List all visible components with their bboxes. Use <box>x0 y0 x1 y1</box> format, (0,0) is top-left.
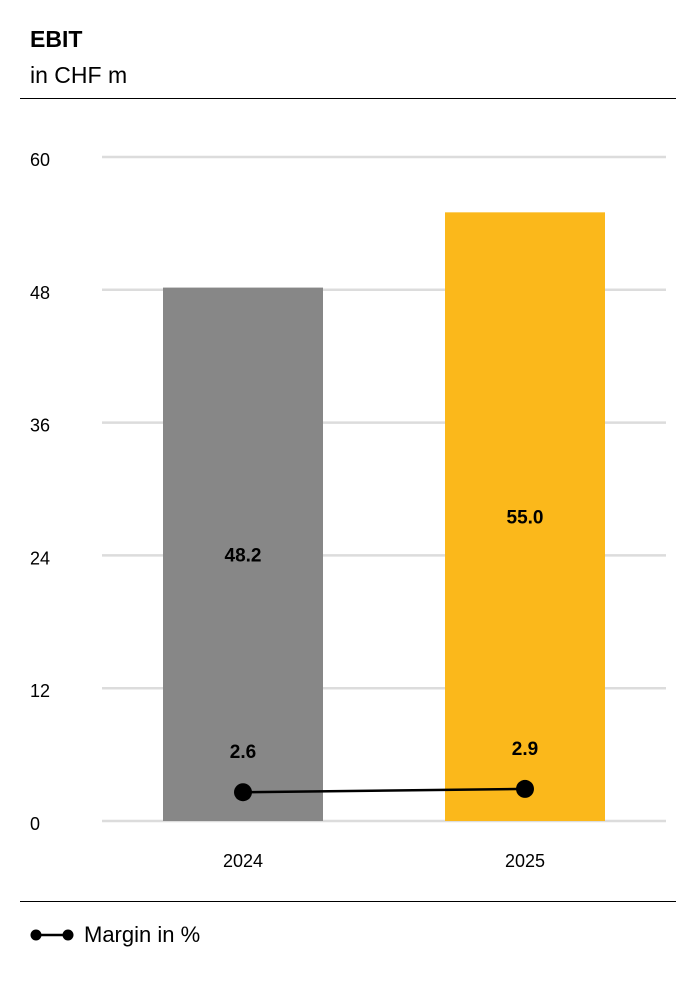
margin-line: 2.6 2.9 <box>230 739 538 802</box>
chart-subtitle: in CHF m <box>30 62 128 88</box>
y-tick-label: 12 <box>30 681 50 701</box>
bottom-divider <box>20 901 676 902</box>
top-divider <box>20 98 676 99</box>
x-tick-label-2025: 2025 <box>505 851 545 871</box>
bar-value-labels: 48.2 55.0 <box>225 508 544 567</box>
y-tick-label: 0 <box>30 814 40 834</box>
bar-2024 <box>163 287 323 821</box>
y-tick-label: 24 <box>30 548 50 568</box>
bars <box>163 212 605 822</box>
x-axis-ticks: 2024 2025 <box>223 851 545 871</box>
bar-value-label-2025: 55.0 <box>507 508 544 529</box>
margin-point-2025 <box>516 779 534 798</box>
margin-label-2025: 2.9 <box>512 739 538 760</box>
margin-label-2024: 2.6 <box>230 742 256 763</box>
x-tick-label-2024: 2024 <box>223 851 263 871</box>
chart-title: EBIT <box>30 26 83 52</box>
margin-legend-marker-icon <box>30 929 74 941</box>
ebit-chart: 0 12 24 36 48 60 48.2 55.0 2024 2025 2.6 2.9 <box>30 150 666 871</box>
bar-value-label-2024: 48.2 <box>225 545 262 566</box>
y-tick-label: 60 <box>30 150 50 170</box>
legend: Margin in % <box>30 922 200 948</box>
legend-label-margin: Margin in % <box>84 922 201 947</box>
y-axis-ticks: 0 12 24 36 48 60 <box>30 150 50 834</box>
margin-point-2024 <box>234 783 252 802</box>
y-tick-label: 48 <box>30 283 50 303</box>
margin-line-path <box>242 787 526 794</box>
bar-2025 <box>445 212 605 822</box>
y-tick-label: 36 <box>30 416 50 436</box>
